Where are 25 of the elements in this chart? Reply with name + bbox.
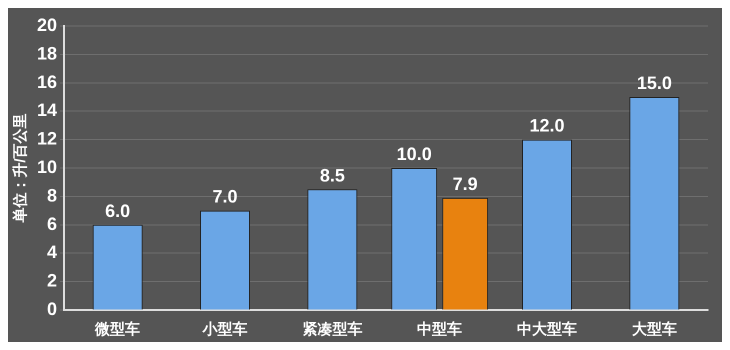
x-tick-label: 微型车 (94, 320, 140, 338)
data-label: 8.5 (320, 165, 345, 186)
data-label: 7.9 (452, 174, 478, 194)
y-tick-label: 18 (36, 43, 58, 64)
y-tick-label: 14 (36, 100, 58, 120)
x-tick-label: 中型车 (417, 320, 462, 338)
x-tick-label: 大型车 (632, 320, 677, 338)
y-tick-label: 10 (36, 156, 58, 177)
y-tick-label: 8 (47, 185, 58, 206)
data-label: 10.0 (396, 144, 432, 164)
y-tick-label: 0 (47, 298, 58, 319)
y-tick-label: 12 (36, 128, 58, 149)
data-label: 7.0 (212, 186, 238, 207)
y-tick-label: 16 (36, 72, 58, 92)
y-tick-label: 6 (47, 214, 58, 234)
data-label: 12.0 (529, 116, 565, 136)
data-label: 6.0 (105, 200, 130, 221)
y-tick-label: 20 (36, 14, 58, 35)
y-axis-title: 单位：升/百公里 (12, 113, 30, 224)
x-tick-label: 小型车 (202, 320, 248, 338)
y-tick-label: 2 (47, 270, 58, 291)
y-tick-label: 4 (47, 242, 58, 262)
data-label: 15.0 (636, 72, 672, 93)
x-tick-label: 紧凑型车 (302, 320, 362, 338)
x-tick-label: 中大型车 (517, 320, 578, 338)
